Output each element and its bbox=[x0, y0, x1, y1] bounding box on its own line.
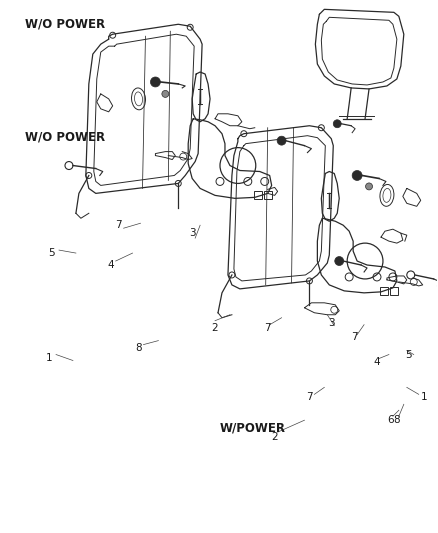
Circle shape bbox=[277, 136, 286, 145]
Circle shape bbox=[162, 91, 169, 98]
Text: 3: 3 bbox=[189, 228, 195, 238]
Text: 5: 5 bbox=[48, 248, 54, 258]
Circle shape bbox=[352, 171, 362, 181]
Text: 7: 7 bbox=[306, 392, 313, 402]
Circle shape bbox=[150, 77, 160, 87]
Text: 4: 4 bbox=[374, 358, 380, 367]
Bar bbox=[264, 191, 272, 199]
Text: W/O POWER: W/O POWER bbox=[25, 18, 106, 31]
Text: 1: 1 bbox=[420, 392, 427, 402]
Text: W/POWER: W/POWER bbox=[220, 422, 286, 435]
Bar bbox=[254, 191, 262, 199]
Bar bbox=[380, 287, 388, 295]
Bar bbox=[390, 287, 398, 295]
Text: 7: 7 bbox=[351, 332, 357, 342]
Text: 2: 2 bbox=[271, 432, 278, 442]
Text: 2: 2 bbox=[212, 322, 218, 333]
Text: 8: 8 bbox=[394, 415, 400, 425]
Circle shape bbox=[366, 183, 373, 190]
Text: 4: 4 bbox=[107, 260, 114, 270]
Text: 6: 6 bbox=[388, 415, 394, 425]
Text: 1: 1 bbox=[46, 352, 53, 362]
Circle shape bbox=[333, 120, 341, 128]
Text: W/O POWER: W/O POWER bbox=[25, 130, 106, 143]
Text: 7: 7 bbox=[265, 322, 271, 333]
Text: 8: 8 bbox=[135, 343, 142, 352]
Text: 7: 7 bbox=[115, 220, 122, 230]
Text: 3: 3 bbox=[328, 318, 335, 328]
Circle shape bbox=[335, 256, 344, 265]
Text: 5: 5 bbox=[406, 350, 412, 360]
